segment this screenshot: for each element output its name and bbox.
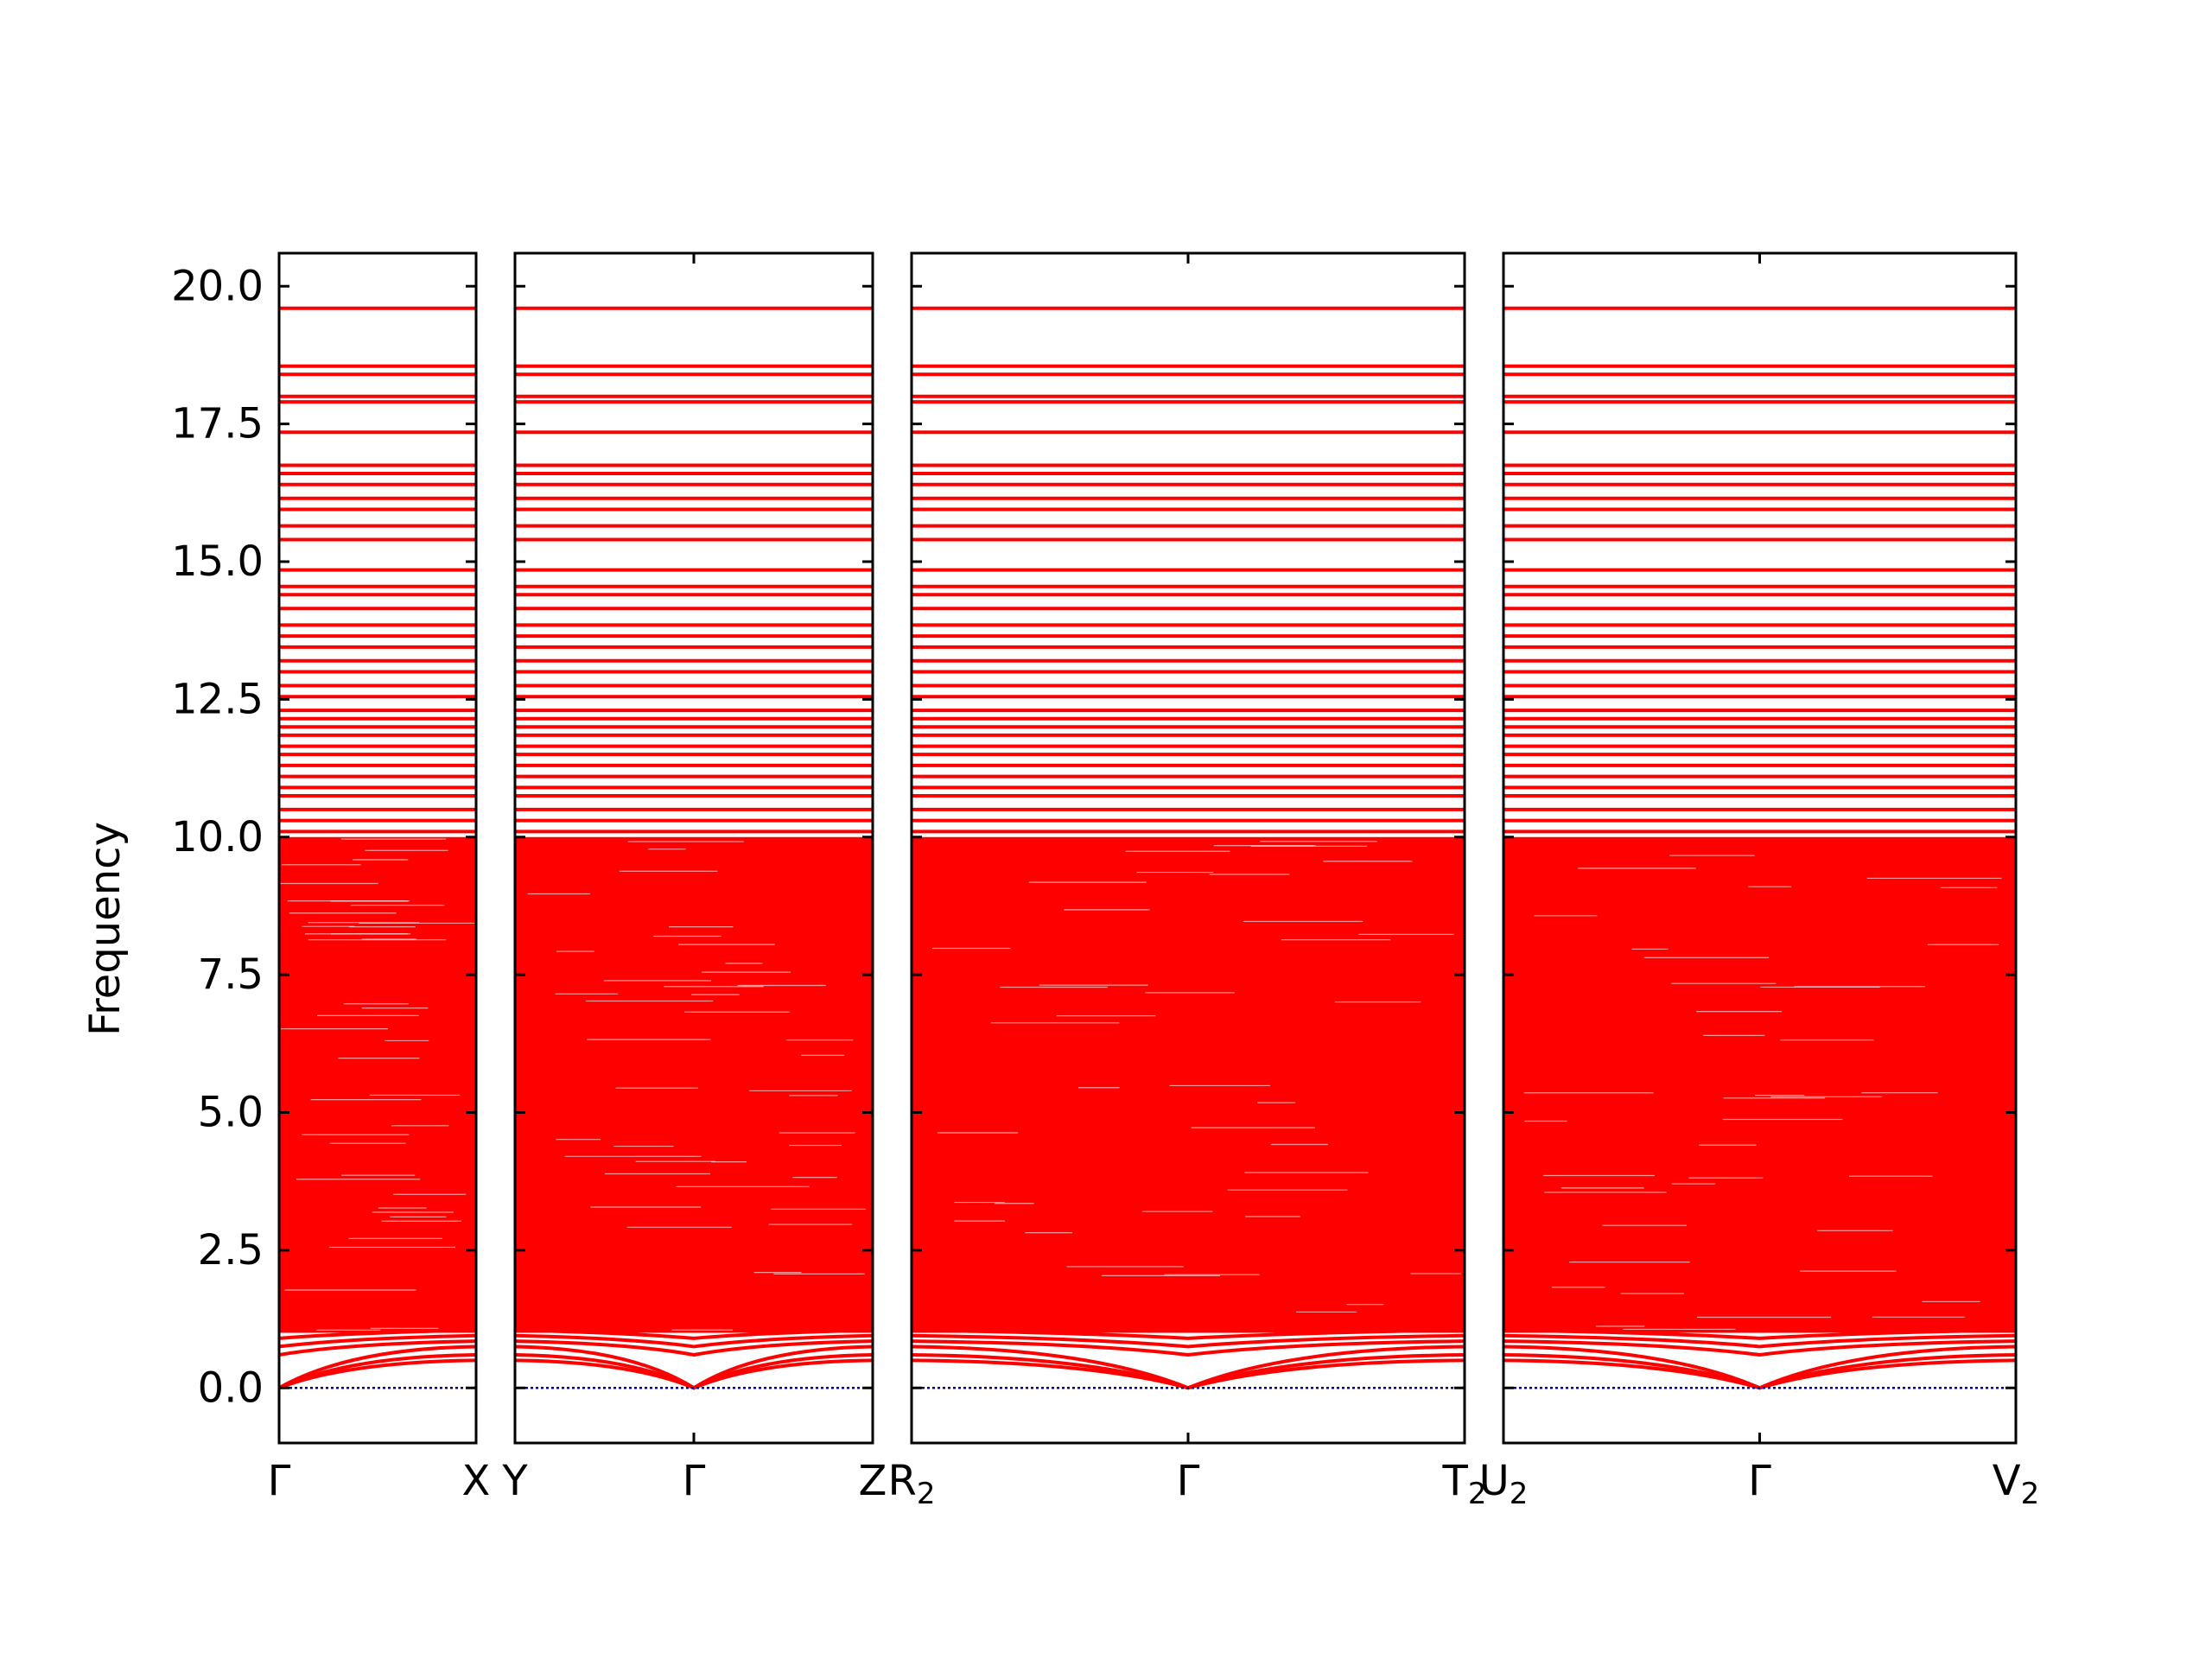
- acoustic-band: [912, 1339, 1465, 1357]
- acoustic-band: [1503, 1353, 2016, 1390]
- acoustic-band: [515, 1333, 873, 1349]
- acoustic-band: [1503, 1328, 2016, 1340]
- optical-band-block: [515, 836, 873, 1333]
- bands: [279, 306, 476, 1390]
- acoustic-band: [1503, 1358, 2016, 1390]
- x-tick-label: Z: [859, 1457, 887, 1505]
- y-tick-label: 15.0: [171, 537, 264, 586]
- y-tick-label: 20.0: [171, 262, 264, 310]
- acoustic-band: [279, 1328, 476, 1340]
- bands: [1503, 306, 2016, 1390]
- x-tick-label: X: [462, 1457, 491, 1505]
- acoustic-band: [1503, 1333, 2016, 1349]
- y-tick-label: 5.0: [198, 1089, 264, 1137]
- acoustic-band: [912, 1344, 1465, 1390]
- optical-band-block: [279, 836, 476, 1333]
- x-tick-label: Γ: [683, 1457, 706, 1505]
- optical-band-block: [912, 836, 1465, 1333]
- bands: [912, 306, 1465, 1390]
- acoustic-band: [515, 1344, 873, 1390]
- acoustic-band: [515, 1328, 873, 1340]
- x-tick-label: V2: [1993, 1457, 2039, 1511]
- y-tick-label: 7.5: [198, 950, 264, 999]
- acoustic-band: [912, 1353, 1465, 1390]
- acoustic-band: [279, 1333, 476, 1349]
- acoustic-band: [912, 1333, 1465, 1349]
- x-tick-label: T2: [1442, 1457, 1487, 1511]
- acoustic-band: [1503, 1339, 2016, 1357]
- y-tick-label: 10.0: [171, 813, 264, 861]
- y-tick-label: 17.5: [171, 400, 264, 448]
- panel-frame: [277, 251, 478, 1445]
- optical-band-block: [1503, 836, 2016, 1333]
- panel-4: U2 Γ V2: [1479, 251, 2039, 1511]
- x-tick-label: R2: [888, 1457, 936, 1511]
- acoustic-band: [1503, 1344, 2016, 1390]
- x-tick-label: Γ: [268, 1457, 291, 1505]
- y-axis: 0.0 2.5 5.0 7.5 10.0 12.5 15.0 17.5 20.0: [171, 262, 264, 1412]
- acoustic-band: [515, 1353, 873, 1390]
- y-tick-label: 12.5: [171, 675, 264, 723]
- acoustic-band: [279, 1344, 476, 1389]
- acoustic-band: [515, 1339, 873, 1357]
- acoustic-band: [515, 1358, 873, 1390]
- x-tick-label: Γ: [1177, 1457, 1200, 1505]
- acoustic-band: [279, 1339, 476, 1357]
- x-tick-label: U2: [1479, 1457, 1529, 1511]
- x-tick-label: Γ: [1748, 1457, 1771, 1505]
- acoustic-band: [912, 1328, 1465, 1340]
- panel-3: R2 Γ T2: [888, 251, 1487, 1511]
- bands: [515, 306, 873, 1390]
- y-tick-label: 2.5: [198, 1226, 264, 1274]
- y-tick-label: 0.0: [198, 1363, 264, 1412]
- y-axis-label: Frequency: [81, 822, 130, 1036]
- x-tick-label: Y: [501, 1457, 528, 1505]
- acoustic-band: [912, 1358, 1465, 1390]
